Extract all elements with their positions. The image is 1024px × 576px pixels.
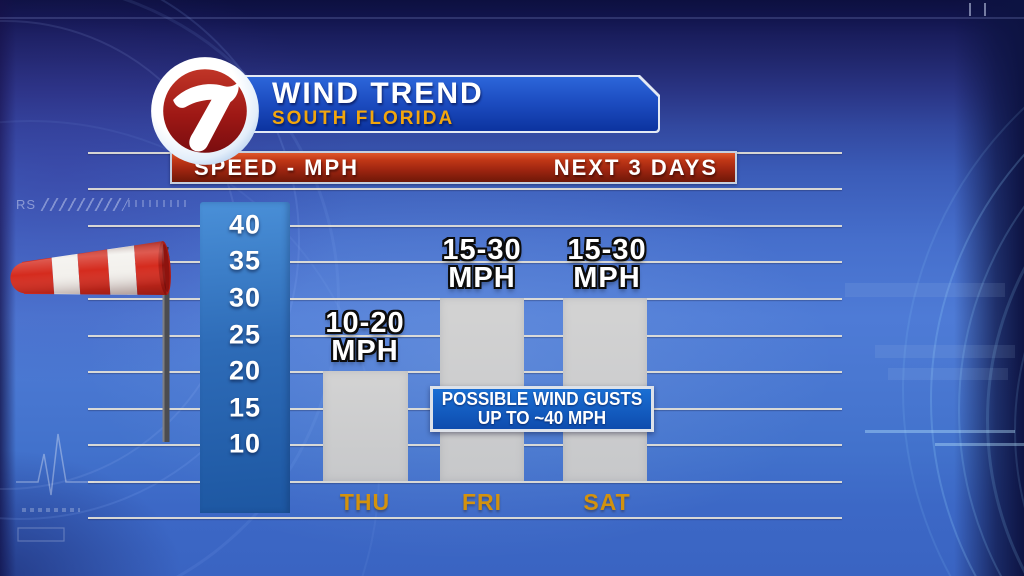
bar-value-label-sat: 15-30 MPH <box>567 236 646 295</box>
background-sketch <box>16 433 94 542</box>
windsock-icon <box>10 241 171 442</box>
y-axis-tick: 20 <box>228 355 262 386</box>
background-panel <box>888 368 1008 380</box>
x-axis-label-sat: SAT <box>583 489 631 515</box>
y-axis-tick: 35 <box>228 245 262 276</box>
title-banner-inner: WIND TREND SOUTH FLORIDA <box>192 77 658 131</box>
period-label: NEXT 3 DAYS <box>553 154 718 180</box>
background-tick <box>969 3 971 16</box>
background-line <box>935 443 1024 446</box>
background-arc <box>1014 120 1024 576</box>
background-line <box>865 430 1015 433</box>
background-arc <box>958 60 1024 576</box>
y-axis-tick: 30 <box>228 282 262 313</box>
x-axis-label-thu: THU <box>339 489 391 515</box>
channel-7-logo-icon <box>151 57 259 165</box>
background-arc <box>986 90 1024 576</box>
page-title: WIND TREND <box>272 77 484 110</box>
gridline <box>88 188 842 191</box>
y-axis-tick: 25 <box>228 319 262 350</box>
gridline <box>88 517 842 520</box>
bar-value-label-fri: 15-30 MPH <box>442 236 521 295</box>
background-panel <box>845 283 1005 297</box>
wind-gust-annotation: POSSIBLE WIND GUSTS UP TO ~40 MPH <box>430 386 654 432</box>
gust-line2: UP TO ~40 MPH <box>477 408 607 428</box>
units-text: MPH <box>573 262 641 295</box>
bar-thu <box>323 371 408 481</box>
background-panel <box>875 345 1015 358</box>
gust-line1: POSSIBLE WIND GUSTS <box>441 389 643 409</box>
background-tick <box>984 3 986 16</box>
hatch-marks <box>40 198 130 211</box>
horizon-line <box>0 17 1024 19</box>
units-text: MPH <box>331 335 399 368</box>
page-subtitle: SOUTH FLORIDA <box>272 108 455 129</box>
y-axis-tick: 15 <box>228 392 262 423</box>
background-arc <box>930 30 1024 576</box>
y-axis-tick: 40 <box>228 209 262 240</box>
title-banner: WIND TREND SOUTH FLORIDA <box>190 75 660 133</box>
x-axis-label-fri: FRI <box>461 489 503 515</box>
hatch-marks <box>128 200 190 207</box>
background-faint-text: RS <box>16 197 37 212</box>
y-axis-tick: 10 <box>228 428 262 459</box>
units-text: MPH <box>448 262 516 295</box>
bar-value-label-thu: 10-20 MPH <box>325 309 404 368</box>
